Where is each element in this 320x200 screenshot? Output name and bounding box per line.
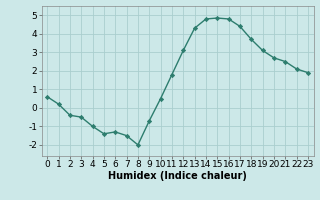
X-axis label: Humidex (Indice chaleur): Humidex (Indice chaleur) — [108, 171, 247, 181]
